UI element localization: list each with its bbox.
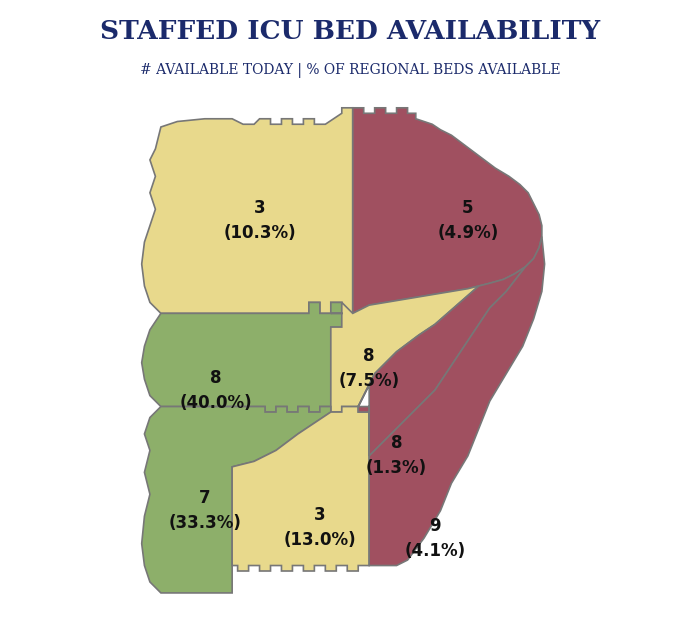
- Polygon shape: [369, 237, 545, 565]
- Polygon shape: [232, 406, 369, 571]
- Text: 9
(4.1%): 9 (4.1%): [405, 517, 466, 560]
- Text: # AVAILABLE TODAY | % OF REGIONAL BEDS AVAILABLE: # AVAILABLE TODAY | % OF REGIONAL BEDS A…: [140, 63, 560, 78]
- Polygon shape: [141, 108, 353, 313]
- Text: 3
(13.0%): 3 (13.0%): [284, 506, 356, 549]
- Text: 7
(33.3%): 7 (33.3%): [168, 489, 242, 532]
- Text: 5
(4.9%): 5 (4.9%): [438, 199, 498, 242]
- Text: 8
(1.3%): 8 (1.3%): [366, 434, 427, 477]
- Polygon shape: [331, 286, 479, 412]
- Polygon shape: [141, 406, 331, 593]
- Text: 8
(40.0%): 8 (40.0%): [179, 368, 252, 411]
- Text: 3
(10.3%): 3 (10.3%): [223, 199, 296, 242]
- Polygon shape: [141, 303, 353, 412]
- Text: 8
(7.5%): 8 (7.5%): [339, 347, 400, 390]
- Text: STAFFED ICU BED AVAILABILITY: STAFFED ICU BED AVAILABILITY: [100, 19, 600, 44]
- Polygon shape: [353, 108, 542, 313]
- Polygon shape: [358, 266, 526, 456]
